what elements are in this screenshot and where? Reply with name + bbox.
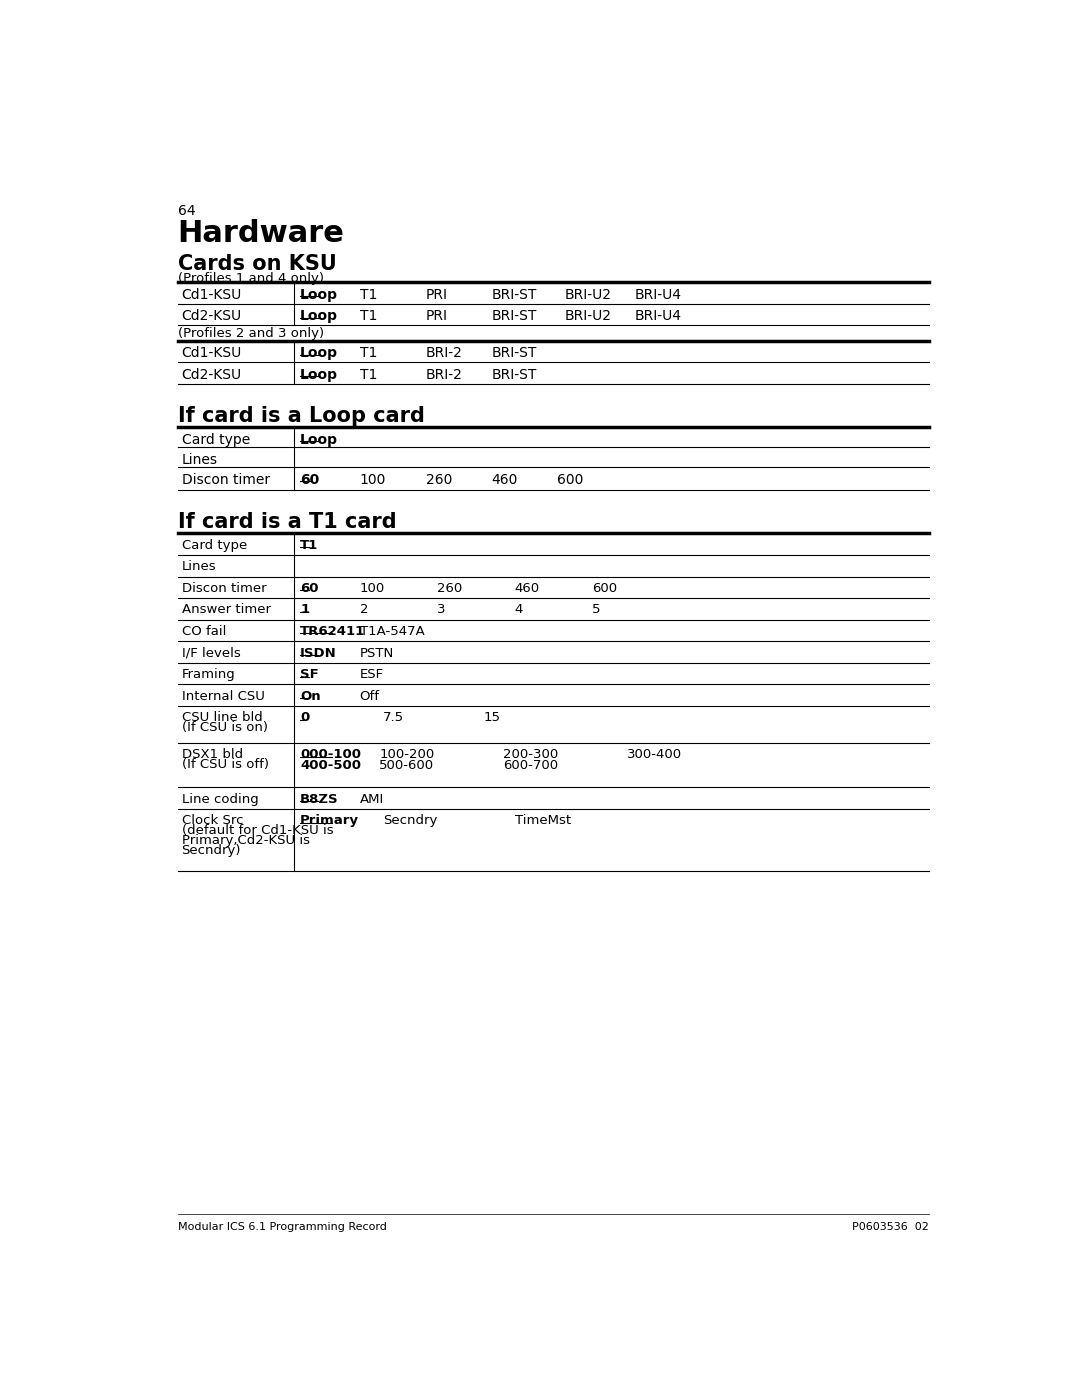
Text: Answer timer: Answer timer [181, 604, 270, 616]
Text: BRI-2: BRI-2 [426, 346, 462, 360]
Text: Clock Src: Clock Src [181, 814, 243, 827]
Text: Loop: Loop [300, 309, 338, 323]
Text: Lines: Lines [181, 453, 217, 467]
Text: CO fail: CO fail [181, 624, 226, 638]
Text: Discon timer: Discon timer [181, 583, 266, 595]
Text: AMI: AMI [360, 793, 384, 806]
Text: (If CSU is on): (If CSU is on) [181, 721, 268, 735]
Text: 1: 1 [300, 604, 309, 616]
Text: 5: 5 [592, 604, 600, 616]
Text: Modular ICS 6.1 Programming Record: Modular ICS 6.1 Programming Record [177, 1222, 387, 1232]
Text: Loop: Loop [300, 288, 338, 302]
Text: 3: 3 [437, 604, 446, 616]
Text: Discon timer: Discon timer [181, 472, 270, 486]
Text: 460: 460 [515, 583, 540, 595]
Text: T1: T1 [360, 309, 377, 323]
Text: Line coding: Line coding [181, 793, 258, 806]
Text: BRI-ST: BRI-ST [491, 288, 537, 302]
Text: 400-500: 400-500 [300, 759, 361, 773]
Text: ESF: ESF [360, 668, 383, 682]
Text: T1: T1 [360, 288, 377, 302]
Text: BRI-U4: BRI-U4 [635, 288, 681, 302]
Text: BRI-U4: BRI-U4 [635, 309, 681, 323]
Text: Cd2-KSU: Cd2-KSU [181, 367, 242, 381]
Text: Secndry: Secndry [383, 814, 437, 827]
Text: T1: T1 [300, 539, 319, 552]
Text: Card type: Card type [181, 433, 249, 447]
Text: ISDN: ISDN [300, 647, 337, 659]
Text: (Profiles 2 and 3 only): (Profiles 2 and 3 only) [177, 327, 324, 339]
Text: 600-700: 600-700 [503, 759, 558, 773]
Text: 600: 600 [557, 472, 584, 486]
Text: BRI-ST: BRI-ST [491, 367, 537, 381]
Text: T1: T1 [360, 367, 377, 381]
Text: 260: 260 [437, 583, 462, 595]
Text: Primary,Cd2-KSU is: Primary,Cd2-KSU is [181, 834, 310, 848]
Text: 7.5: 7.5 [383, 711, 404, 724]
Text: 100-200: 100-200 [379, 749, 434, 761]
Text: If card is a Loop card: If card is a Loop card [177, 405, 424, 426]
Text: T1A-547A: T1A-547A [360, 624, 424, 638]
Text: PRI: PRI [426, 309, 447, 323]
Text: B8ZS: B8ZS [300, 793, 339, 806]
Text: Loop: Loop [300, 433, 338, 447]
Text: 60: 60 [300, 472, 320, 486]
Text: 2: 2 [360, 604, 368, 616]
Text: BRI-ST: BRI-ST [491, 309, 537, 323]
Text: BRI-U2: BRI-U2 [565, 309, 612, 323]
Text: 0: 0 [300, 711, 309, 724]
Text: Loop: Loop [300, 367, 338, 381]
Text: DSX1 bld: DSX1 bld [181, 749, 243, 761]
Text: Secndry): Secndry) [181, 844, 241, 858]
Text: If card is a T1 card: If card is a T1 card [177, 511, 396, 532]
Text: BRI-2: BRI-2 [426, 367, 462, 381]
Text: 000-100: 000-100 [300, 749, 361, 761]
Text: 64: 64 [177, 204, 195, 218]
Text: On: On [300, 690, 321, 703]
Text: Lines: Lines [181, 560, 216, 573]
Text: 300-400: 300-400 [627, 749, 683, 761]
Text: Primary: Primary [300, 814, 359, 827]
Text: PSTN: PSTN [360, 647, 394, 659]
Text: Cd1-KSU: Cd1-KSU [181, 346, 242, 360]
Text: I/F levels: I/F levels [181, 647, 240, 659]
Text: 60: 60 [300, 583, 319, 595]
Text: 4: 4 [515, 604, 523, 616]
Text: Cd1-KSU: Cd1-KSU [181, 288, 242, 302]
Text: (Profiles 1 and 4 only): (Profiles 1 and 4 only) [177, 271, 324, 285]
Text: TimeMst: TimeMst [515, 814, 571, 827]
Text: 260: 260 [426, 472, 453, 486]
Text: 15: 15 [484, 711, 501, 724]
Text: Hardware: Hardware [177, 219, 345, 249]
Text: TR62411: TR62411 [300, 624, 365, 638]
Text: Card type: Card type [181, 539, 246, 552]
Text: 460: 460 [491, 472, 518, 486]
Text: Loop: Loop [300, 346, 338, 360]
Text: Cd2-KSU: Cd2-KSU [181, 309, 242, 323]
Text: P0603536  02: P0603536 02 [852, 1222, 930, 1232]
Text: BRI-U2: BRI-U2 [565, 288, 612, 302]
Text: BRI-ST: BRI-ST [491, 346, 537, 360]
Text: Framing: Framing [181, 668, 235, 682]
Text: Off: Off [360, 690, 380, 703]
Text: PRI: PRI [426, 288, 447, 302]
Text: 100: 100 [360, 472, 387, 486]
Text: 600: 600 [592, 583, 618, 595]
Text: SF: SF [300, 668, 319, 682]
Text: (default for Cd1-KSU is: (default for Cd1-KSU is [181, 824, 333, 837]
Text: 200-300: 200-300 [503, 749, 558, 761]
Text: CSU line bld: CSU line bld [181, 711, 262, 724]
Text: (If CSU is off): (If CSU is off) [181, 759, 269, 771]
Text: 100: 100 [360, 583, 384, 595]
Text: Cards on KSU: Cards on KSU [177, 254, 336, 274]
Text: Internal CSU: Internal CSU [181, 690, 265, 703]
Text: 500-600: 500-600 [379, 759, 434, 773]
Text: T1: T1 [360, 346, 377, 360]
